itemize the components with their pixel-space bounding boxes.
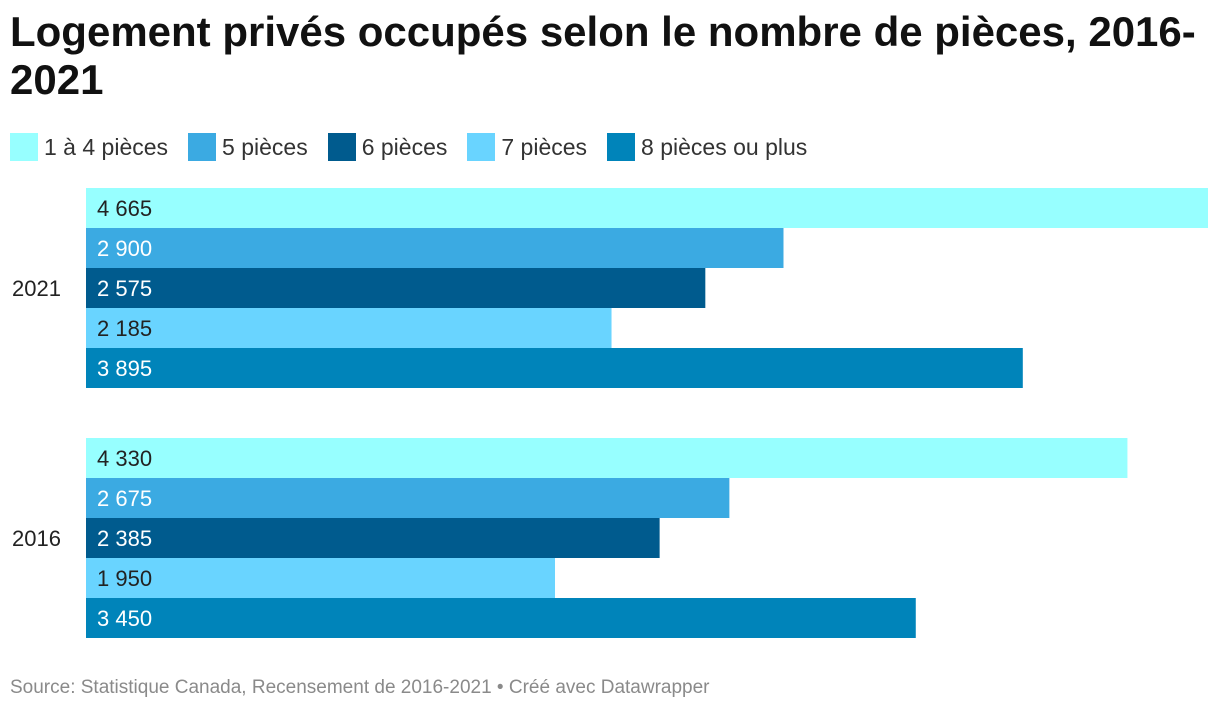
bar-value-label: 2 185 (97, 316, 152, 341)
legend-swatch (188, 133, 217, 161)
bar-value-label: 4 665 (97, 196, 152, 221)
bar-value-label: 1 950 (97, 566, 152, 591)
bar-value-label: 3 450 (97, 606, 152, 631)
source-note: Source: Statistique Canada, Recensement … (10, 677, 710, 698)
bar (86, 348, 1023, 388)
legend-item: 1 à 4 pièces (10, 133, 168, 161)
legend-label: 1 à 4 pièces (44, 133, 169, 160)
legend-swatch (10, 133, 38, 161)
legend-label: 5 pièces (222, 133, 308, 160)
group-label: 2016 (12, 526, 61, 551)
bar-value-label: 2 575 (97, 276, 152, 301)
legend-label: 8 pièces ou plus (641, 133, 808, 160)
bar (86, 308, 612, 348)
bar-value-label: 4 330 (97, 446, 152, 471)
bar (86, 438, 1128, 478)
legend-swatch (607, 133, 636, 161)
legend-item: 8 pièces ou plus (607, 133, 807, 161)
legend-label: 7 pièces (501, 133, 588, 160)
chart-title: Logement privés occupés selon le nombre … (10, 8, 1196, 103)
bar (86, 598, 916, 638)
legend-item: 7 pièces (467, 133, 587, 161)
bar (86, 518, 660, 558)
legend: 1 à 4 pièces 5 pièces 6 pièces 7 pièces 8 pi… (10, 131, 827, 163)
bar-value-label: 2 675 (97, 486, 152, 511)
group-label: 2021 (12, 276, 61, 301)
bar (86, 268, 706, 308)
bar-value-label: 3 895 (97, 356, 152, 381)
legend-swatch (327, 133, 356, 161)
bar (86, 478, 730, 518)
legend-label: 6 pièces (361, 133, 448, 160)
bar-chart: 2021 4 665 2 900 2 575 2 185 3 895 2016 4 330 2 … (12, 188, 1208, 638)
legend-item: 5 pièces (188, 133, 308, 161)
bar-value-label: 2 385 (97, 526, 152, 551)
legend-item: 6 pièces (327, 133, 448, 161)
bar (86, 188, 1208, 228)
legend-swatch (467, 133, 496, 161)
bar (86, 228, 784, 268)
bar-value-label: 2 900 (97, 236, 152, 261)
bar (86, 558, 556, 598)
